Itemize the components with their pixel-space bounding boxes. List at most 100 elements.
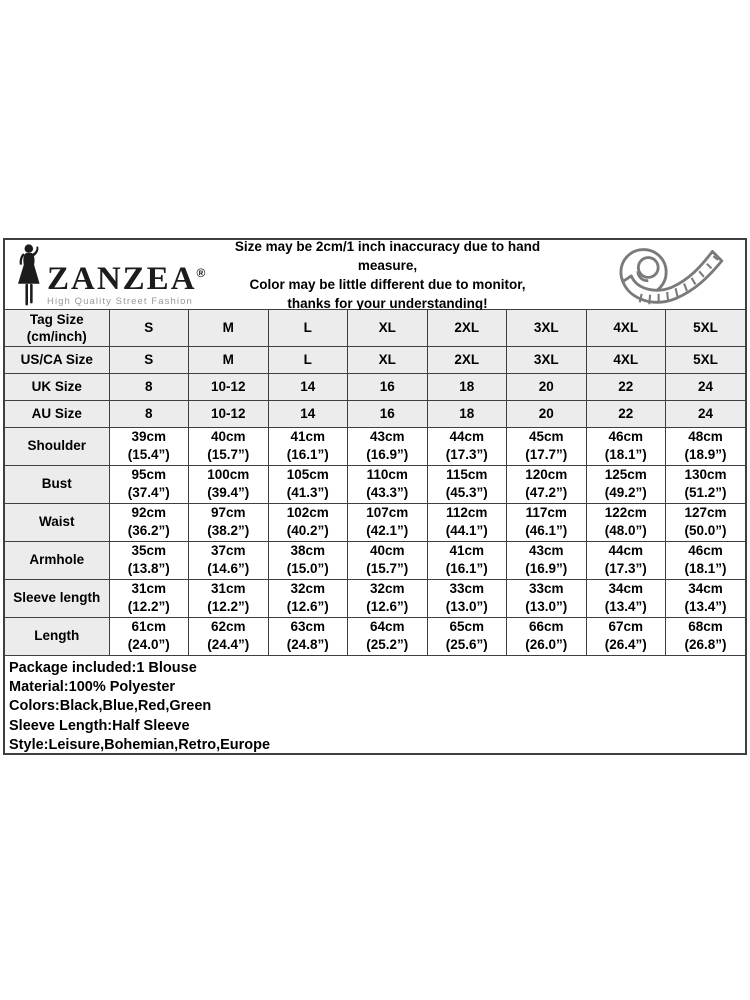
row-label-waist: Waist [5, 502, 110, 542]
info-line-package: Package included:1 Blouse [9, 659, 197, 676]
size-cell: 33cm (13.0”) [506, 578, 587, 618]
row-label-us-ca-size: US/CA Size [5, 345, 110, 374]
size-cell: 62cm (24.4”) [188, 616, 269, 656]
size-cell: 20 [506, 399, 587, 428]
product-info: Package included:1 Blouse Material:100% … [5, 656, 745, 756]
size-row-armhole: Armhole 35cm (13.8”) 37cm (14.6”) 38cm (15.0”)… [5, 540, 745, 580]
size-cell: 102cm (40.2”) [267, 502, 348, 542]
size-cell: 43cm (16.9”) [347, 426, 428, 466]
size-cell: 8 [108, 399, 189, 428]
size-cell: 18 [426, 372, 507, 401]
measure-disclaimer: Size may be 2cm/1 inch inaccuracy due to… [206, 237, 599, 313]
size-cell: 122cm (48.0”) [585, 502, 666, 542]
size-cell: 38cm (15.0”) [267, 540, 348, 580]
size-cell: 68cm (26.8”) [665, 616, 745, 656]
size-cell: 5XL [665, 310, 745, 347]
woman-silhouette-icon [18, 243, 40, 305]
size-cell: 110cm (43.3”) [347, 464, 428, 504]
size-cell: XL [347, 310, 428, 347]
size-cell: 16 [347, 399, 428, 428]
tape-measure-wrap [599, 242, 739, 308]
size-cell: 92cm (36.2”) [108, 502, 189, 542]
registered-mark: ® [196, 265, 206, 280]
size-cell: 45cm (17.7”) [506, 426, 587, 466]
disclaimer-line-3: thanks for your understanding! [287, 295, 488, 311]
size-cell: 65cm (25.6”) [426, 616, 507, 656]
tape-measure-icon [619, 247, 724, 304]
disclaimer-line-2: Color may be little different due to mon… [249, 276, 526, 292]
size-cell: 44cm (17.3”) [585, 540, 666, 580]
size-cell: 41cm (16.1”) [426, 540, 507, 580]
size-cell: 3XL [506, 345, 587, 374]
size-cell: 22 [585, 399, 666, 428]
brand-text-block: ZANZEA® High Quality Street Fashion [47, 258, 205, 307]
size-chart-panel: ZANZEA® High Quality Street Fashion Size… [3, 238, 747, 755]
size-cell: M [188, 310, 269, 347]
size-row-waist: Waist 92cm (36.2”) 97cm (38.2”) 102cm (40.2”) 1… [5, 502, 745, 542]
size-cell: 61cm (24.0”) [108, 616, 189, 656]
size-cell: 107cm (42.1”) [347, 502, 428, 542]
size-cell: 39cm (15.4”) [108, 426, 189, 466]
size-cell: 41cm (16.1”) [267, 426, 348, 466]
size-cell: 32cm (12.6”) [267, 578, 348, 618]
row-label-bust: Bust [5, 464, 110, 504]
size-cell: 34cm (13.4”) [665, 578, 745, 618]
size-cell: 4XL [585, 310, 666, 347]
size-cell: 46cm (18.1”) [585, 426, 666, 466]
size-cell: 10-12 [188, 399, 269, 428]
row-label-tag-size: Tag Size (cm/inch) [5, 310, 110, 347]
size-cell: 117cm (46.1”) [506, 502, 587, 542]
size-cell: 18 [426, 399, 507, 428]
size-cell: 66cm (26.0”) [506, 616, 587, 656]
size-cell: XL [347, 345, 428, 374]
size-cell: 125cm (49.2”) [585, 464, 666, 504]
row-label-sleeve-length: Sleeve length [5, 578, 110, 618]
size-cell: 43cm (16.9”) [506, 540, 587, 580]
size-cell: 20 [506, 372, 587, 401]
size-row-uk-size: UK Size 8 10-12 14 16 18 20 22 24 [5, 372, 745, 401]
size-cell: 97cm (38.2”) [188, 502, 269, 542]
size-cell: 33cm (13.0”) [426, 578, 507, 618]
row-label-shoulder: Shoulder [5, 426, 110, 466]
row-label-au-size: AU Size [5, 399, 110, 428]
info-line-sleeve: Sleeve Length:Half Sleeve [9, 717, 190, 734]
size-cell: 5XL [665, 345, 745, 374]
size-cell: 22 [585, 372, 666, 401]
size-cell: 46cm (18.1”) [665, 540, 745, 580]
size-cell: 35cm (13.8”) [108, 540, 189, 580]
size-cell: 67cm (26.4”) [585, 616, 666, 656]
row-label-armhole: Armhole [5, 540, 110, 580]
size-cell: 14 [267, 399, 348, 428]
info-line-colors: Colors:Black,Blue,Red,Green [9, 698, 212, 715]
size-cell: 48cm (18.9”) [665, 426, 745, 466]
size-cell: 14 [267, 372, 348, 401]
size-cell: 4XL [585, 345, 666, 374]
size-cell: S [108, 310, 189, 347]
row-label-uk-size: UK Size [5, 372, 110, 401]
size-cell: 44cm (17.3”) [426, 426, 507, 466]
size-cell: 16 [347, 372, 428, 401]
size-cell: 37cm (14.6”) [188, 540, 269, 580]
size-row-shoulder: Shoulder 39cm (15.4”) 40cm (15.7”) 41cm (16.1”… [5, 426, 745, 466]
size-cell: 120cm (47.2”) [506, 464, 587, 504]
size-cell: 63cm (24.8”) [267, 616, 348, 656]
size-row-bust: Bust 95cm (37.4”) 100cm (39.4”) 105cm (41.3”) 1… [5, 464, 745, 504]
size-cell: 34cm (13.4”) [585, 578, 666, 618]
size-cell: 3XL [506, 310, 587, 347]
row-label-length: Length [5, 616, 110, 656]
size-cell: 31cm (12.2”) [188, 578, 269, 618]
size-cell: 10-12 [188, 372, 269, 401]
panel-header: ZANZEA® High Quality Street Fashion Size… [5, 237, 745, 313]
size-cell: 115cm (45.3”) [426, 464, 507, 504]
size-cell: 95cm (37.4”) [108, 464, 189, 504]
size-cell: S [108, 345, 189, 374]
brand-name: ZANZEA® [47, 260, 206, 297]
disclaimer-line-1: Size may be 2cm/1 inch inaccuracy due to… [234, 238, 541, 273]
size-cell: 105cm (41.3”) [267, 464, 348, 504]
size-row-au-size: AU Size 8 10-12 14 16 18 20 22 24 [5, 399, 745, 428]
size-cell: 2XL [426, 310, 507, 347]
size-cell: 64cm (25.2”) [347, 616, 428, 656]
size-cell: M [188, 345, 269, 374]
size-cell: 2XL [426, 345, 507, 374]
